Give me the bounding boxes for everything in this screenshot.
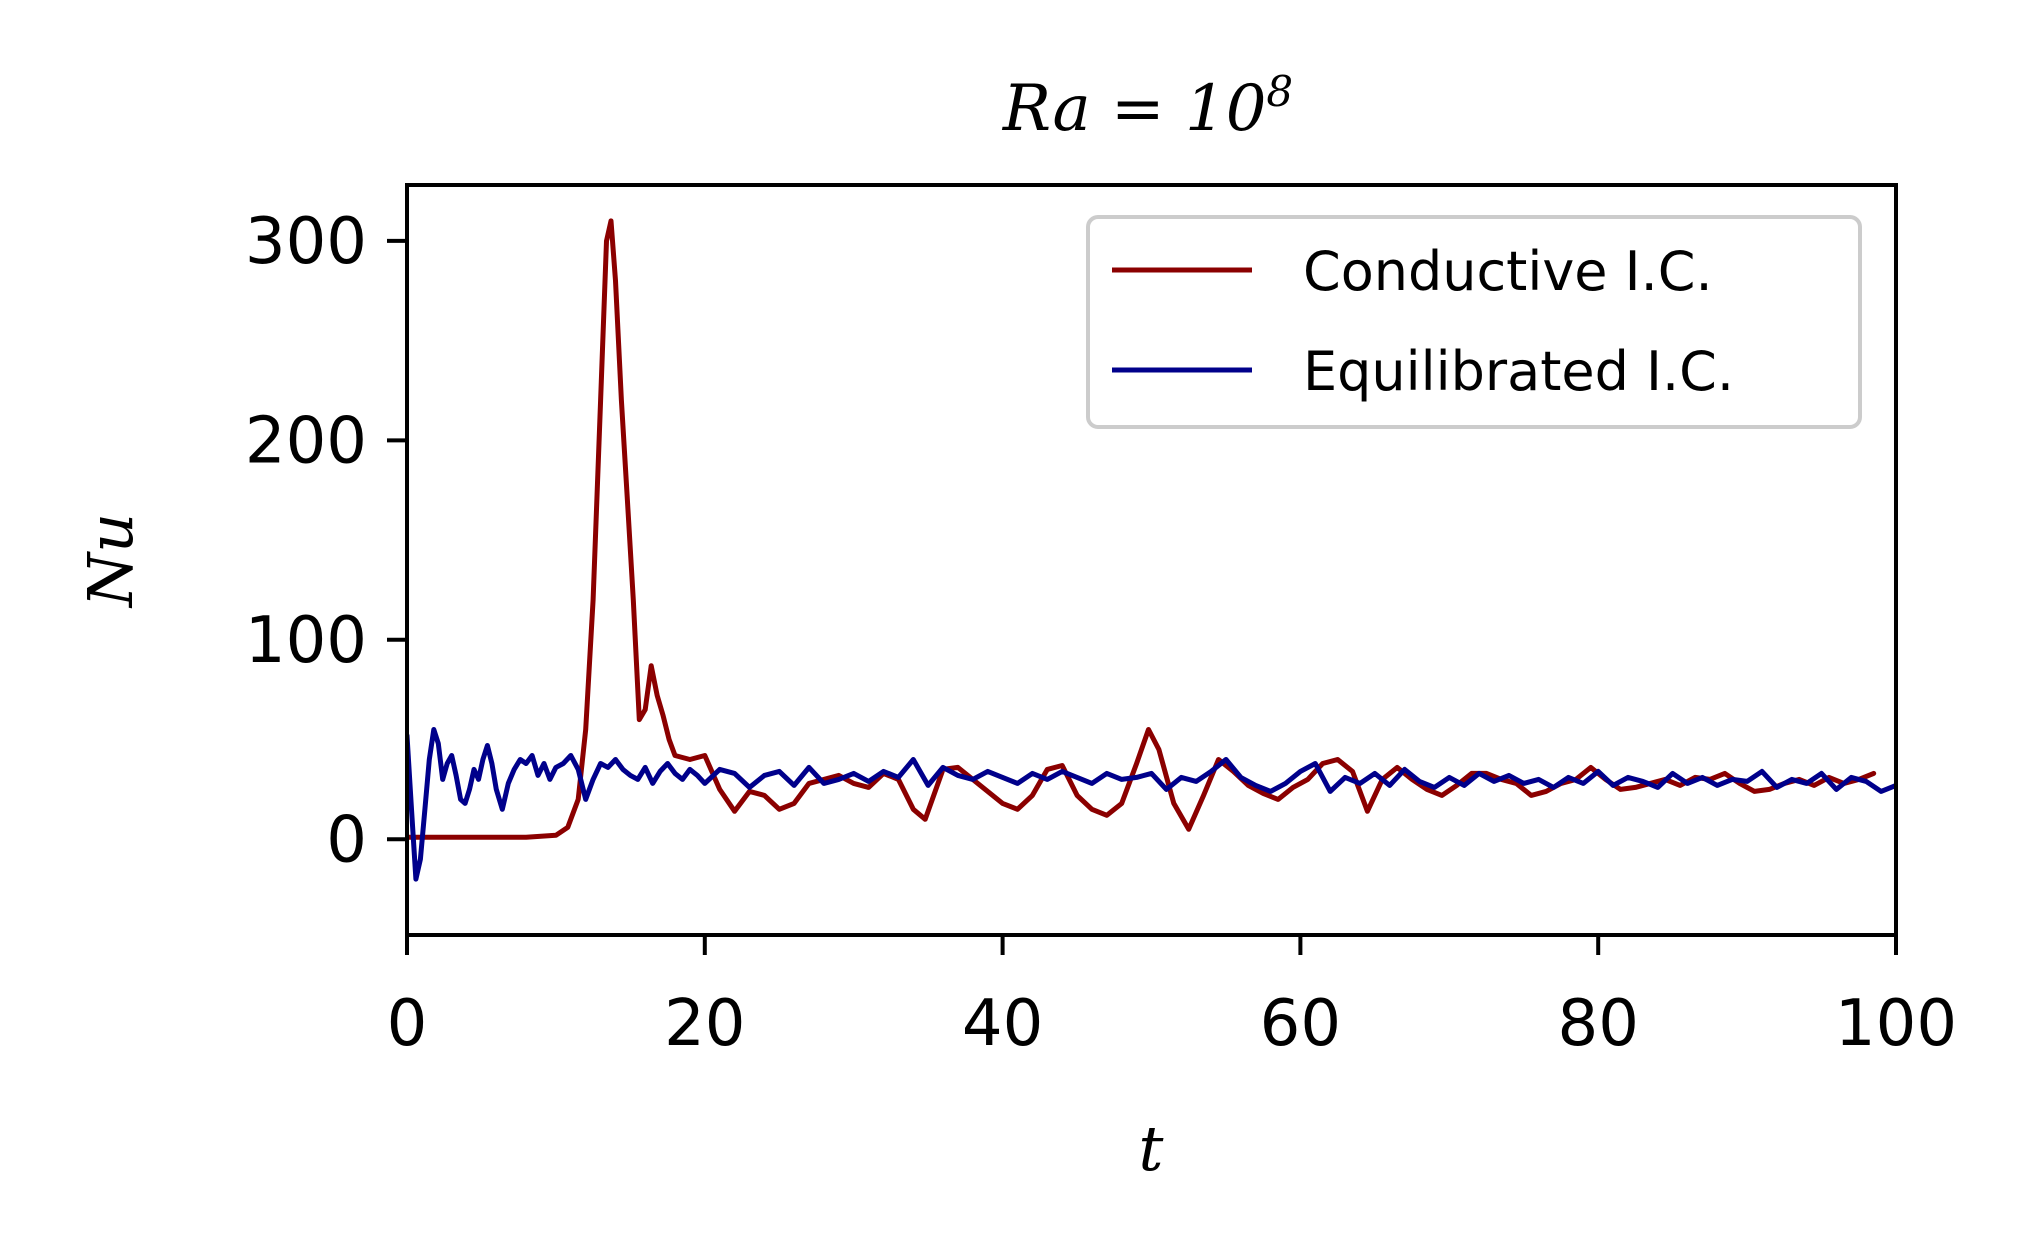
plot-frame (405, 183, 1898, 937)
y-axis-label: Nu (74, 513, 147, 609)
legend-label-equilibrated: Equilibrated I.C. (1303, 340, 1734, 403)
y-axis: 0 100 200 300 (245, 205, 407, 877)
x-tick-label: 60 (1260, 987, 1341, 1061)
x-tick-label: 80 (1557, 987, 1638, 1061)
title-main: Ra = 10 (1002, 72, 1267, 146)
y-tick-label: 0 (326, 803, 367, 877)
x-tick-label: 0 (387, 987, 428, 1061)
series-layer (407, 218, 1896, 882)
x-axis-label: t (1139, 1112, 1164, 1185)
series-line-equilibrated (407, 727, 1896, 882)
legend-box (1086, 215, 1862, 429)
legend: Conductive I.C. Equilibrated I.C. (1086, 215, 1862, 429)
chart-title: Ra = 108 (1002, 67, 1293, 146)
title-exponent: 8 (1266, 67, 1293, 116)
y-tick-label: 100 (245, 604, 367, 678)
y-tick-label: 300 (245, 205, 367, 279)
legend-label-conductive: Conductive I.C. (1303, 240, 1713, 303)
x-tick-label: 40 (962, 987, 1043, 1061)
x-tick-label: 100 (1835, 987, 1957, 1061)
x-tick-label: 20 (664, 987, 745, 1061)
x-axis: 0 20 40 60 80 100 (387, 935, 1957, 1061)
y-tick-label: 200 (245, 404, 367, 478)
